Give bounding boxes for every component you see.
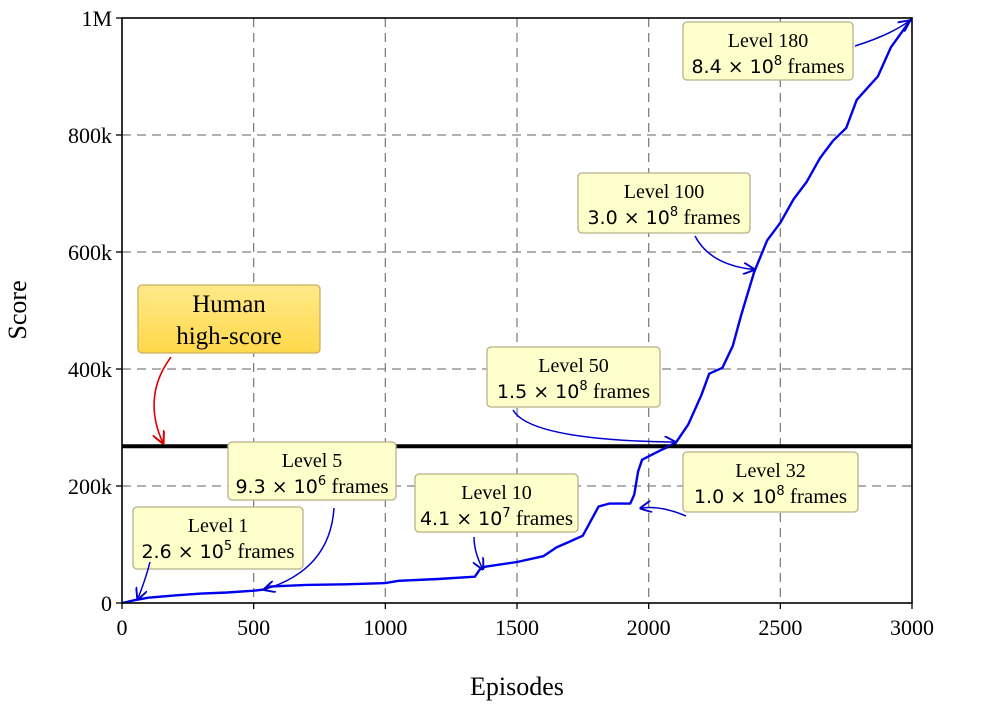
- annotation-arrow: [512, 409, 675, 442]
- annotation-arrow: [854, 21, 909, 47]
- annotation-level-32: Level 321.0 × 108 frames: [641, 451, 859, 517]
- frames-exponent: 8: [774, 54, 782, 69]
- annotation-title: Level 32: [735, 460, 806, 482]
- annotation-level-1: Level 12.6 × 105 frames: [132, 506, 304, 599]
- tick-labels: 0 500 1000 1500 2000 2500 3000 0 200k 400k 600k 800…: [68, 6, 934, 640]
- x-axis-label: Episodes: [470, 672, 564, 701]
- frames-unit: frames: [782, 54, 844, 78]
- annotation-box: [132, 506, 304, 570]
- frames-unit: frames: [785, 484, 847, 508]
- y-tick-label: 200k: [68, 474, 112, 499]
- human-arrow: [154, 356, 172, 443]
- frames-exponent: 6: [318, 474, 326, 489]
- frames-unit: frames: [511, 506, 573, 530]
- annotation-title: Level 180: [728, 30, 809, 52]
- annotation-frames: 4.1 × 107 frames: [420, 506, 573, 530]
- x-tick-label: 500: [237, 615, 270, 640]
- frames-unit: frames: [588, 379, 650, 403]
- annotation-arrow: [641, 507, 687, 517]
- frames-mantissa: 2.6 × 10: [141, 541, 223, 563]
- annotation-arrow: [264, 507, 335, 590]
- annotation-arrow: [138, 561, 151, 599]
- y-tick-label: 400k: [68, 357, 112, 382]
- score-series: [121, 17, 913, 605]
- annotation-level-10: Level 104.1 × 107 frames: [414, 473, 579, 569]
- x-tick-label: 2500: [758, 615, 802, 640]
- frames-unit: frames: [678, 205, 740, 229]
- frames-mantissa: 1.0 × 10: [694, 486, 776, 508]
- frames-mantissa: 1.5 × 10: [497, 381, 579, 403]
- frames-unit: frames: [232, 539, 294, 563]
- frames-exponent: 5: [224, 539, 232, 554]
- frames-exponent: 8: [776, 484, 784, 499]
- annotation-frames: 8.4 × 108 frames: [691, 54, 844, 78]
- x-tick-label: 1000: [363, 615, 407, 640]
- annotation-arrow: [694, 235, 754, 270]
- human-label-line1: Human: [192, 291, 266, 318]
- frames-unit: frames: [326, 474, 388, 498]
- x-tick-label: 0: [117, 615, 128, 640]
- annotation-frames: 2.6 × 105 frames: [141, 539, 294, 563]
- annotation-frames: 9.3 × 106 frames: [235, 474, 388, 498]
- human-high-score-box: [137, 284, 321, 354]
- annotation-box: [577, 172, 751, 234]
- y-tick-label: 800k: [68, 123, 112, 148]
- y-tick-label: 0: [101, 591, 112, 616]
- annotation-box: [486, 346, 661, 408]
- annotation-level-5: Level 59.3 × 106 frames: [227, 441, 397, 590]
- annotation-title: Level 5: [282, 450, 343, 472]
- y-axis-label: Score: [3, 280, 32, 339]
- annotation-title: Level 10: [461, 482, 532, 504]
- annotation-arrow: [474, 536, 483, 569]
- frames-mantissa: 8.4 × 10: [691, 56, 773, 78]
- annotation-level-50: Level 501.5 × 108 frames: [486, 346, 675, 442]
- frames-mantissa: 3.0 × 10: [587, 207, 669, 229]
- axes: [116, 17, 913, 609]
- human-high-score-callout: Human high-score: [137, 284, 321, 443]
- annotation-title: Level 1: [188, 515, 249, 537]
- frames-mantissa: 4.1 × 10: [420, 508, 502, 530]
- annotation-frames: 3.0 × 108 frames: [587, 205, 740, 229]
- annotation-box: [682, 21, 854, 81]
- frames-exponent: 8: [579, 379, 587, 394]
- annotation-box: [682, 451, 859, 513]
- x-tick-label: 1500: [495, 615, 539, 640]
- score-line: [121, 17, 913, 605]
- annotation-box: [227, 441, 397, 501]
- frames-exponent: 8: [670, 205, 678, 220]
- annotation-box: [414, 473, 579, 533]
- frames-exponent: 7: [502, 506, 510, 521]
- annotation-frames: 1.5 × 108 frames: [497, 379, 650, 403]
- frames-mantissa: 9.3 × 10: [235, 476, 317, 498]
- y-tick-label: 600k: [68, 240, 112, 265]
- plot-frame: [121, 17, 913, 604]
- annotation-frames: 1.0 × 108 frames: [694, 484, 847, 508]
- y-tick-label: 1M: [81, 6, 112, 31]
- annotation-title: Level 100: [624, 181, 705, 203]
- annotation-title: Level 50: [538, 355, 609, 377]
- x-tick-label: 3000: [890, 615, 934, 640]
- human-label-line2: high-score: [176, 323, 282, 350]
- x-tick-label: 2000: [627, 615, 671, 640]
